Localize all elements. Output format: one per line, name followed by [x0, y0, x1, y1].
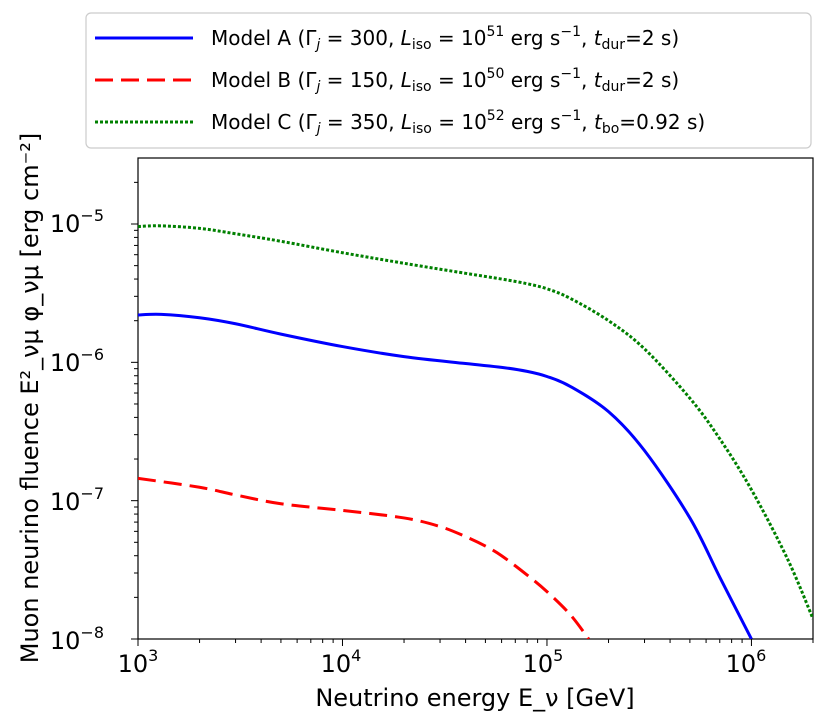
series-line-model-a [138, 312, 753, 639]
series-line-model-c [138, 224, 813, 620]
legend-entry-model-b: Model B (Γj = 150, Liso = 1050 erg s−1, … [211, 66, 679, 95]
legend-entry-model-a: Model A (Γj = 300, Liso = 1051 erg s−1, … [211, 24, 679, 53]
y-axis-ticks [131, 181, 138, 640]
y-axis-label: Muon neurino fluence E²_νμ φ_νμ [erg cm⁻… [16, 133, 44, 663]
x-tick-label: 104 [321, 646, 362, 678]
x-axis-ticks [137, 639, 814, 646]
y-tick-label: 10−6 [50, 345, 104, 377]
legend-entry-model-c: Model C (Γj = 350, Liso = 1052 erg s−1, … [211, 108, 705, 137]
series-group [138, 224, 813, 639]
y-tick-label: 10−8 [50, 623, 104, 655]
y-tick-label: 10−5 [50, 206, 104, 238]
plot-frame [137, 157, 814, 640]
legend: Model A (Γj = 300, Liso = 1051 erg s−1, … [85, 12, 812, 149]
x-axis-label: Neutrino energy E_ν [GeV] [315, 684, 634, 712]
legend-box [85, 12, 812, 149]
x-tick-label: 105 [523, 646, 564, 678]
x-tick-label: 106 [726, 646, 767, 678]
series-line-model-b [138, 476, 590, 639]
x-tick-label: 103 [118, 646, 159, 678]
y-tick-label: 10−7 [50, 484, 104, 516]
